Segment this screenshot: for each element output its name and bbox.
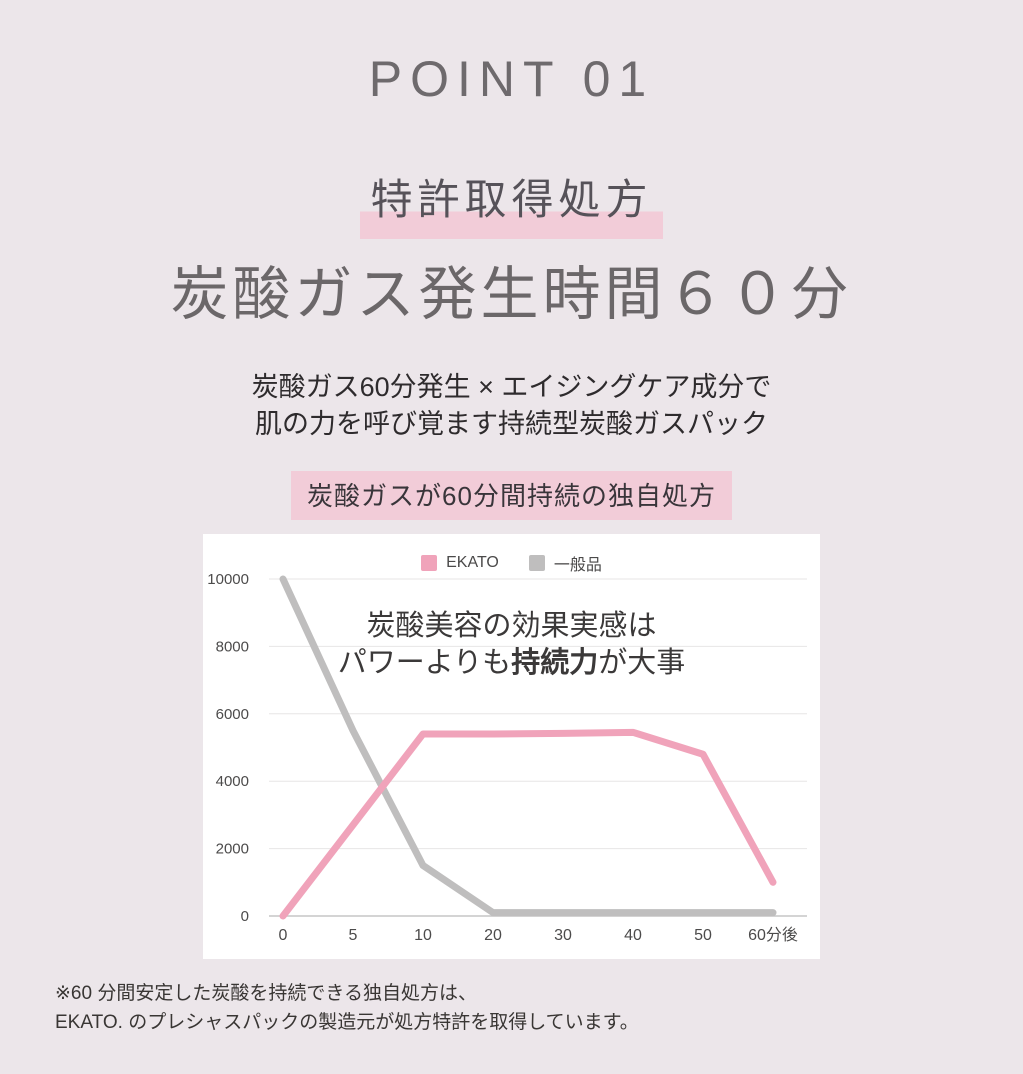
svg-text:10: 10 <box>414 927 432 944</box>
svg-text:0: 0 <box>279 927 288 944</box>
footnote: ※60 分間安定した炭酸を持続できる独自処方は、 EKATO. のプレシャスパッ… <box>55 979 1023 1037</box>
svg-text:20: 20 <box>484 927 502 944</box>
svg-text:6000: 6000 <box>216 706 249 723</box>
chart-panel: EKATO 一般品 炭酸美容の効果実感は パワーよりも持続力が大事 0 2000 400… <box>203 534 820 959</box>
badge-row: 炭酸ガスが60分間持続の独自処方 <box>0 471 1023 520</box>
legend-item: 一般品 <box>528 551 602 575</box>
legend-swatch-icon <box>528 555 545 571</box>
svg-text:30: 30 <box>554 927 572 944</box>
chart-title-badge: 炭酸ガスが60分間持続の独自処方 <box>291 471 732 520</box>
footnote-line-1: ※60 分間安定した炭酸を持続できる独自処方は、 <box>55 983 477 1004</box>
chart-legend: EKATO 一般品 <box>203 551 820 575</box>
annotation-line: パワーよりも持続力が大事 <box>337 647 686 679</box>
legend-label: 一般品 <box>553 557 602 574</box>
svg-text:0: 0 <box>241 908 249 925</box>
patent-highlight-row: 特許取得処方 <box>0 166 1023 239</box>
patent-highlight-text: 特許取得処方 <box>360 166 663 239</box>
svg-text:8000: 8000 <box>216 638 249 655</box>
svg-text:60分後: 60分後 <box>748 926 798 944</box>
legend-swatch-icon <box>421 555 438 571</box>
line-chart: 0 2000 4000 6000 8000 10000 0 5 10 20 30 40 50 60分後 <box>207 571 807 944</box>
chart-annotation: 炭酸美容の効果実感は パワーよりも持続力が大事 <box>203 608 820 682</box>
footnote-line-2: EKATO. のプレシャスパックの製造元が処方特許を取得しています。 <box>55 1012 639 1033</box>
legend-item: EKATO <box>421 554 499 572</box>
svg-text:2000: 2000 <box>216 841 249 858</box>
svg-text:5: 5 <box>349 927 358 944</box>
svg-text:10000: 10000 <box>207 571 249 588</box>
description-line-2: 肌の力を呼び覚ます持続型炭酸ガスパック <box>255 409 768 439</box>
svg-text:40: 40 <box>624 927 642 944</box>
description-line-1: 炭酸ガス60分発生 × エイジングケア成分で <box>251 372 772 402</box>
point-number-title: POINT 01 <box>368 51 655 107</box>
annotation-line: 炭酸美容の効果実感は <box>366 610 657 642</box>
svg-text:4000: 4000 <box>216 773 249 790</box>
svg-text:50: 50 <box>694 927 712 944</box>
description: 炭酸ガス60分発生 × エイジングケア成分で 肌の力を呼び覚ます持続型炭酸ガスパ… <box>0 369 1023 443</box>
main-heading: 炭酸ガス発生時間６０分 <box>170 262 853 327</box>
legend-label: EKATO <box>446 554 499 571</box>
